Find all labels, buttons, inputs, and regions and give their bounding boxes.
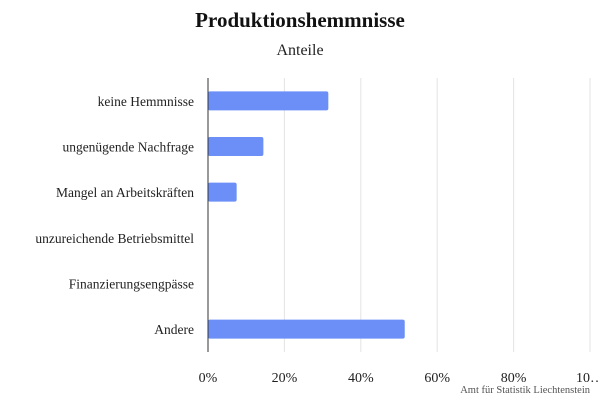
bar bbox=[208, 137, 264, 156]
x-tick-label: 40% bbox=[348, 371, 374, 386]
x-tick-label: 0% bbox=[199, 371, 218, 386]
x-tick-label: 80% bbox=[501, 371, 527, 386]
x-tick-label: 10… bbox=[576, 371, 600, 386]
category-label: Finanzierungsengpässe bbox=[69, 277, 194, 292]
x-tick-label: 60% bbox=[424, 371, 450, 386]
chart-title: Produktionshemmnisse bbox=[195, 8, 405, 32]
chart-credits[interactable]: Amt für Statistik Liechtenstein bbox=[460, 385, 590, 396]
chart-subtitle: Anteile bbox=[276, 42, 324, 59]
x-tick-label: 20% bbox=[272, 371, 298, 386]
bar bbox=[208, 91, 329, 111]
category-label: keine Hemmnisse bbox=[98, 94, 194, 109]
bar bbox=[208, 182, 237, 202]
category-label: unzureichende Betriebsmittel bbox=[35, 231, 194, 246]
category-label: ungenügende Nachfrage bbox=[62, 140, 194, 155]
category-label: Mangel an Arbeitskräften bbox=[56, 185, 194, 200]
bar bbox=[208, 319, 405, 339]
category-label: Andere bbox=[154, 322, 194, 337]
